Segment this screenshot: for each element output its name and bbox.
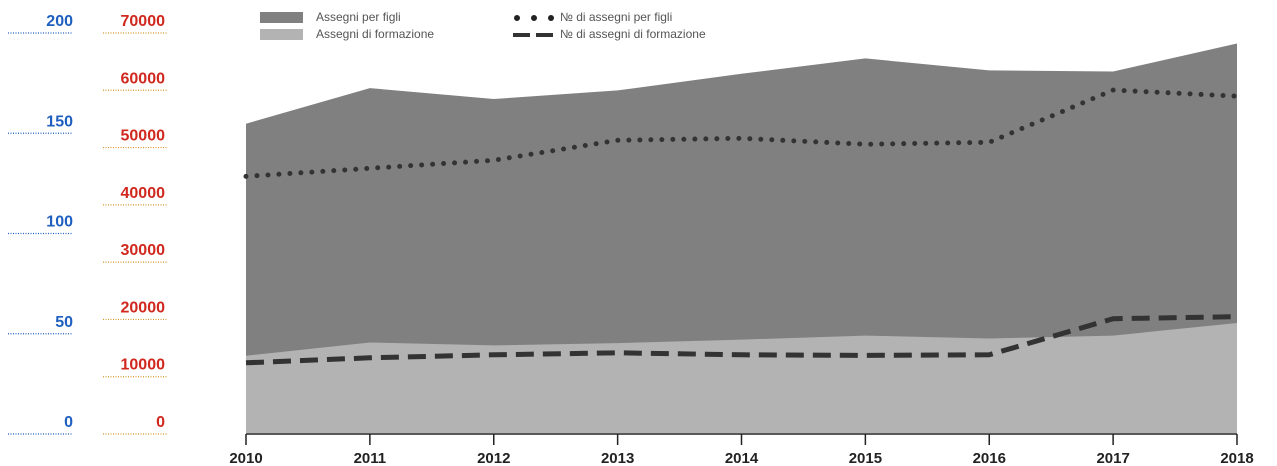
x-tick-label: 2013 bbox=[601, 450, 634, 466]
legend-label: № di assegni di formazione bbox=[560, 27, 706, 41]
legend-swatch-dot bbox=[531, 15, 537, 21]
y-tick-label-blue: 100 bbox=[46, 214, 73, 231]
y-tick-label-blue: 0 bbox=[64, 414, 73, 431]
legend-item-assegni-di-formazione: Assegni di formazione bbox=[260, 27, 434, 41]
y-tick-label-red: 60000 bbox=[121, 70, 166, 87]
y-axis-blue: 0 50 100 150 200 bbox=[8, 13, 73, 435]
x-tick-label: 2017 bbox=[1096, 450, 1129, 466]
legend-swatch bbox=[260, 29, 303, 40]
y-tick-label-red: 10000 bbox=[121, 357, 166, 374]
x-axis: 2010 2011 2012 2013 2014 2015 2016 2017 2018 bbox=[229, 433, 1254, 466]
line-layer bbox=[243, 87, 1240, 366]
legend-label: Assegni di formazione bbox=[316, 27, 434, 41]
area-assegni-di-formazione bbox=[246, 323, 1237, 433]
y-tick-label-red: 70000 bbox=[121, 13, 166, 30]
legend-swatch-dot bbox=[548, 15, 554, 21]
y-tick-label-red: 20000 bbox=[121, 299, 166, 316]
legend-swatch bbox=[260, 12, 303, 23]
y-tick-label-blue: 200 bbox=[46, 13, 73, 30]
line-n-di-assegni-di-formazione bbox=[245, 314, 1238, 366]
y-axis-red: 0 10000 20000 30000 40000 50000 60000 70000 bbox=[103, 13, 167, 435]
y-tick-label-red: 0 bbox=[156, 414, 165, 431]
y-tick-label-blue: 50 bbox=[55, 314, 73, 331]
area-layer bbox=[246, 43, 1237, 433]
x-tick-label: 2016 bbox=[973, 450, 1006, 466]
legend-item-n-di-assegni-di-formazione: № di assegni di formazione bbox=[513, 27, 706, 41]
line-n-di-assegni-per-figli bbox=[243, 87, 1240, 179]
x-tick-label: 2014 bbox=[725, 450, 759, 466]
x-tick-label: 2018 bbox=[1220, 450, 1253, 466]
legend-item-n-di-assegni-per-figli: № di assegni per figli bbox=[514, 10, 672, 24]
x-tick-label: 2015 bbox=[849, 450, 882, 466]
x-tick-label: 2012 bbox=[477, 450, 510, 466]
y-tick-label-red: 50000 bbox=[121, 128, 166, 145]
y-tick-label-red: 30000 bbox=[121, 242, 166, 259]
x-tick-label: 2010 bbox=[229, 450, 262, 466]
legend-item-assegni-per-figli: Assegni per figli bbox=[260, 10, 401, 24]
y-tick-label-red: 40000 bbox=[121, 185, 166, 202]
legend-label: № di assegni per figli bbox=[560, 10, 672, 24]
y-tick-label-blue: 150 bbox=[46, 113, 73, 130]
legend-label: Assegni per figli bbox=[316, 10, 401, 24]
x-tick-label: 2011 bbox=[354, 450, 387, 466]
legend: Assegni per figli Assegni di formazione № … bbox=[260, 10, 706, 41]
legend-swatch-dot bbox=[514, 15, 520, 21]
